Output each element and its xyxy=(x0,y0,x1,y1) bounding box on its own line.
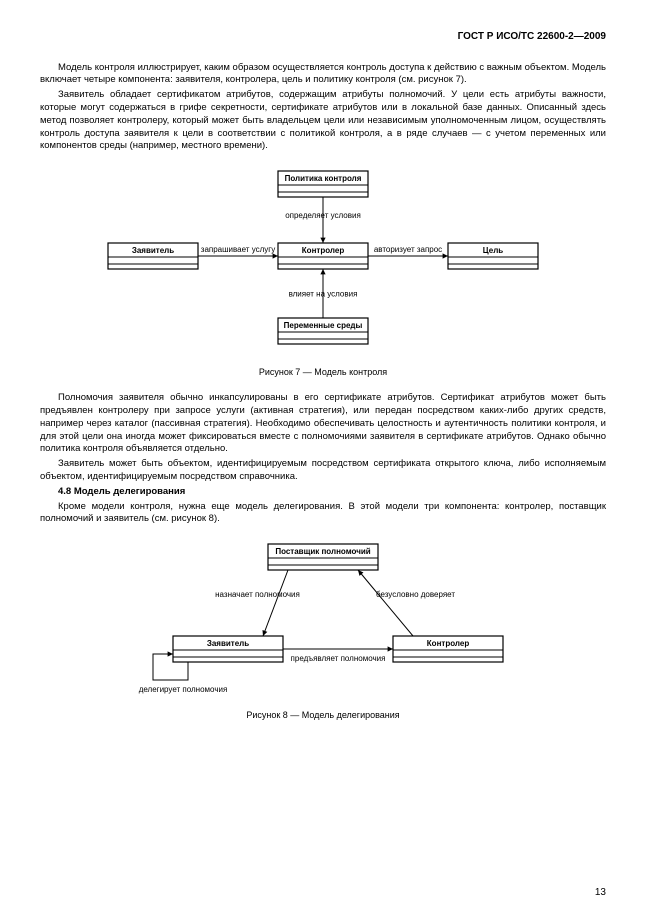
figure-7-caption: Рисунок 7 — Модель контроля xyxy=(40,366,606,378)
svg-text:Переменные среды: Переменные среды xyxy=(284,321,363,330)
svg-text:делегирует полномочия: делегирует полномочия xyxy=(139,685,228,694)
paragraph-2: Заявитель обладает сертификатом атрибуто… xyxy=(40,89,606,153)
svg-text:Цель: Цель xyxy=(483,246,503,255)
svg-text:запрашивает услугу: запрашивает услугу xyxy=(201,245,275,254)
figure-7: Политика контроля Заявитель Контролер Цель П… xyxy=(40,163,606,358)
svg-text:Заявитель: Заявитель xyxy=(207,639,249,648)
page: ГОСТ Р ИСО/ТС 22600-2—2009 Модель контро… xyxy=(0,0,646,913)
page-number: 13 xyxy=(595,886,606,900)
doc-header: ГОСТ Р ИСО/ТС 22600-2—2009 xyxy=(40,30,606,44)
figure-8-caption: Рисунок 8 — Модель делегирования xyxy=(40,709,606,721)
svg-text:авторизует запрос: авторизует запрос xyxy=(374,245,442,254)
svg-text:предъявляет полномочия: предъявляет полномочия xyxy=(291,654,386,663)
svg-text:назначает полномочия: назначает полномочия xyxy=(215,590,300,599)
svg-text:определяет условия: определяет условия xyxy=(285,211,361,220)
figure-8: Поставщик полномочий Заявитель Контролер на… xyxy=(40,536,606,701)
svg-text:Заявитель: Заявитель xyxy=(132,246,174,255)
paragraph-4: Заявитель может быть объектом, идентифиц… xyxy=(40,458,606,484)
svg-text:Контролер: Контролер xyxy=(302,246,345,255)
section-4-8-title-text: 4.8 Модель делегирования xyxy=(58,486,185,497)
paragraph-3: Полномочия заявителя обычно инкапсулиров… xyxy=(40,392,606,456)
svg-text:Политика контроля: Политика контроля xyxy=(285,174,362,183)
svg-text:безусловно доверяет: безусловно доверяет xyxy=(376,590,455,599)
svg-text:Поставщик полномочий: Поставщик полномочий xyxy=(275,547,370,556)
section-4-8-title: 4.8 Модель делегирования xyxy=(40,486,606,499)
paragraph-5: Кроме модели контроля, нужна еще модель … xyxy=(40,501,606,527)
svg-text:влияет на условия: влияет на условия xyxy=(289,290,358,299)
paragraph-1: Модель контроля иллюстрирует, каким обра… xyxy=(40,62,606,88)
svg-text:Контролер: Контролер xyxy=(427,639,470,648)
